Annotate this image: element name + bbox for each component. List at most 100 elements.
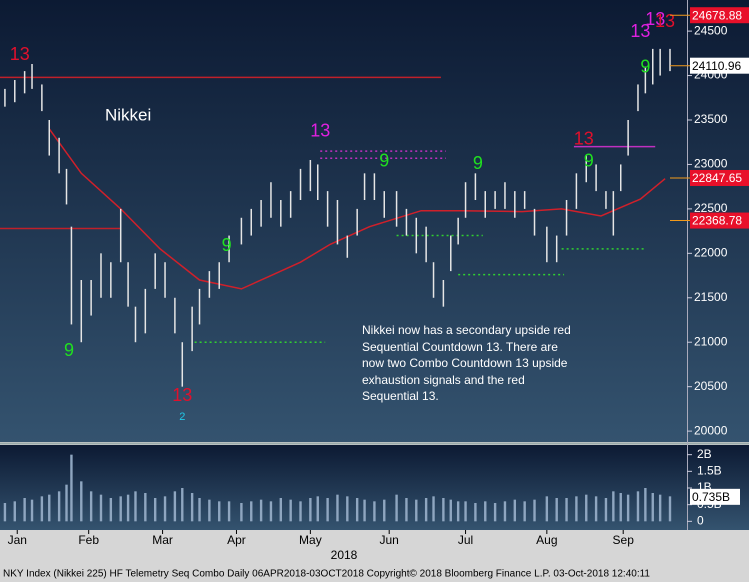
moving-average xyxy=(48,128,666,290)
volume-bar xyxy=(405,498,408,522)
volume-bar xyxy=(493,503,497,522)
volume-tick-label: 2B xyxy=(697,447,712,461)
volume-bar xyxy=(575,496,578,522)
volume-bar xyxy=(644,488,647,522)
volume-bar xyxy=(612,491,615,522)
volume-bar xyxy=(309,498,312,522)
y-tick-label: 20500 xyxy=(694,379,728,393)
volume-bar xyxy=(227,501,231,522)
volume-bar xyxy=(316,496,319,522)
annotation-box: Nikkei now has a secondary upside red Se… xyxy=(362,323,571,403)
price-tag: 24110.96 xyxy=(692,59,741,73)
count-label: 13 xyxy=(655,11,675,31)
volume-bar xyxy=(668,496,672,522)
x-tick-label: Jan xyxy=(8,533,27,547)
volume-bar xyxy=(346,496,349,522)
volume-tick-label: 1.5B xyxy=(697,464,722,478)
volume-bar xyxy=(181,488,184,522)
volume-bar xyxy=(289,499,292,522)
volume-bar xyxy=(363,499,366,522)
count-label: 9 xyxy=(584,151,594,171)
price-tag-bg xyxy=(690,169,749,186)
footer: NKY Index (Nikkei 225) HF Telemetry Seq … xyxy=(3,569,650,580)
volume-bar xyxy=(80,481,83,522)
chart-title: Nikkei xyxy=(105,105,151,124)
count-label: 13 xyxy=(574,128,594,148)
x-tick-label: May xyxy=(299,533,322,547)
volume-bar xyxy=(658,494,662,522)
volume-bar xyxy=(442,498,445,522)
volume-bar xyxy=(40,496,44,522)
volume-bar xyxy=(134,491,137,522)
volume-bar xyxy=(163,496,167,522)
count-label: 2 xyxy=(179,411,185,423)
y-tick-label: 23500 xyxy=(694,112,728,126)
volume-bar xyxy=(373,501,376,522)
volume-bar xyxy=(383,499,386,522)
annotation: Nikkei now has a secondary upside red Se… xyxy=(362,323,571,403)
volume-bar xyxy=(456,501,460,522)
y-tick-label: 24500 xyxy=(694,23,728,37)
x-tick-label: Jul xyxy=(458,533,473,547)
volume-bar xyxy=(198,498,201,522)
price-tag-bg xyxy=(690,57,749,74)
volume-bar xyxy=(259,499,263,522)
volume-bar xyxy=(48,494,51,522)
x-tick-label: Sep xyxy=(613,533,635,547)
volume-bar xyxy=(3,503,7,522)
volume-bar xyxy=(604,498,608,522)
x-tick-label: Apr xyxy=(227,533,246,547)
count-label: 13 xyxy=(630,21,650,41)
x-tick-label: Jun xyxy=(380,533,399,547)
volume-bar xyxy=(513,499,517,522)
y-tick-label: 21000 xyxy=(694,334,728,348)
volume-tag: 0.735B xyxy=(692,490,730,504)
volume-bar xyxy=(415,499,418,522)
price-tag-bg xyxy=(690,7,749,24)
count-label: 13 xyxy=(172,385,192,405)
volume-bar xyxy=(636,491,640,522)
volume-bar xyxy=(585,494,588,522)
volume-bar xyxy=(355,498,359,522)
volume-bar xyxy=(13,501,16,522)
volume-bar xyxy=(651,493,654,522)
volume-bar xyxy=(279,498,283,522)
price-tag-bg xyxy=(690,212,749,229)
y-tick-label: 20000 xyxy=(694,423,728,437)
volume-bar xyxy=(57,491,61,522)
count-label: 9 xyxy=(379,151,389,171)
volume-bar xyxy=(65,484,68,522)
price-tag: 24678.88 xyxy=(692,8,742,22)
volume-bar xyxy=(70,454,73,522)
count-label: 9 xyxy=(640,56,650,76)
volume-bar xyxy=(484,501,487,522)
volume-bar xyxy=(503,501,507,522)
price-panel xyxy=(0,0,749,442)
x-axis-year: 2018 xyxy=(331,548,358,562)
volume-bar xyxy=(269,501,273,522)
count-label: 13 xyxy=(645,9,665,29)
volume-bar xyxy=(395,494,398,522)
volume-bar xyxy=(626,494,630,522)
volume-bar xyxy=(336,494,339,522)
x-tick-label: Mar xyxy=(152,533,173,547)
volume-bar xyxy=(30,499,34,522)
volume-bar xyxy=(432,496,435,522)
volume-bar xyxy=(119,496,122,522)
volume-bar xyxy=(545,496,549,522)
x-tick-label: Aug xyxy=(536,533,557,547)
volume-bar xyxy=(555,498,558,522)
volume-bar xyxy=(619,493,622,522)
volume-bar xyxy=(594,496,598,522)
count-label: 9 xyxy=(473,153,483,173)
volume-bar xyxy=(326,498,329,522)
y-tick-label: 23000 xyxy=(694,157,728,171)
count-label: 13 xyxy=(310,120,330,140)
volume-bar xyxy=(250,501,253,522)
volume-bar xyxy=(474,503,477,522)
count-label: 13 xyxy=(10,44,30,64)
volume-bar xyxy=(126,494,130,522)
volume-bar xyxy=(533,499,536,522)
x-tick-label: Feb xyxy=(78,533,99,547)
